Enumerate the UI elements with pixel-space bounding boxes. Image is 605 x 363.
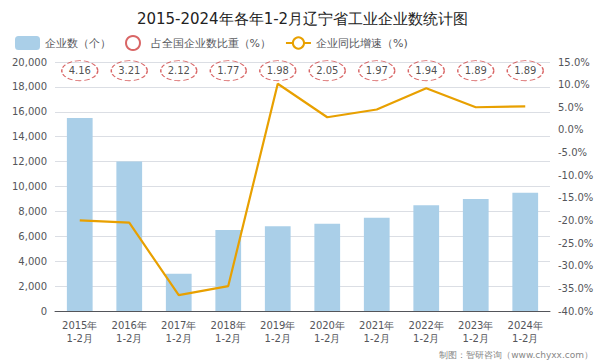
svg-text:1-2月: 1-2月 xyxy=(364,333,390,344)
svg-text:2.12: 2.12 xyxy=(168,65,190,76)
svg-text:0: 0 xyxy=(41,306,47,317)
svg-text:2023年: 2023年 xyxy=(458,320,493,331)
svg-text:18,000: 18,000 xyxy=(12,81,47,92)
svg-text:2022年: 2022年 xyxy=(409,320,444,331)
svg-text:0.0%: 0.0% xyxy=(558,124,583,135)
svg-text:4,000: 4,000 xyxy=(18,256,47,267)
svg-text:16,000: 16,000 xyxy=(12,106,47,117)
svg-text:5.0%: 5.0% xyxy=(558,102,583,113)
svg-text:2021年: 2021年 xyxy=(359,320,394,331)
svg-text:企业数（个）: 企业数（个） xyxy=(45,37,111,50)
svg-text:1-2月: 1-2月 xyxy=(413,333,439,344)
svg-text:1.94: 1.94 xyxy=(415,65,437,76)
svg-text:20,000: 20,000 xyxy=(12,57,47,68)
svg-text:1-2月: 1-2月 xyxy=(512,333,538,344)
svg-text:2015-2024年各年1-2月辽宁省工业企业数统计图: 2015-2024年各年1-2月辽宁省工业企业数统计图 xyxy=(137,10,468,28)
svg-text:-30.0%: -30.0% xyxy=(558,260,593,271)
svg-text:1.89: 1.89 xyxy=(465,65,487,76)
svg-text:2019年: 2019年 xyxy=(260,320,295,331)
svg-text:3.21: 3.21 xyxy=(118,65,140,76)
svg-text:2024年: 2024年 xyxy=(508,320,543,331)
svg-text:1-2月: 1-2月 xyxy=(265,333,291,344)
svg-text:1-2月: 1-2月 xyxy=(166,333,192,344)
svg-text:1-2月: 1-2月 xyxy=(116,333,142,344)
svg-text:-20.0%: -20.0% xyxy=(558,215,593,226)
svg-text:6,000: 6,000 xyxy=(18,231,47,242)
svg-text:2.05: 2.05 xyxy=(316,65,338,76)
svg-text:2020年: 2020年 xyxy=(310,320,345,331)
svg-text:1.77: 1.77 xyxy=(217,65,239,76)
svg-text:2015年: 2015年 xyxy=(62,320,97,331)
svg-text:1.89: 1.89 xyxy=(514,65,536,76)
svg-text:-25.0%: -25.0% xyxy=(558,238,593,249)
svg-text:1-2月: 1-2月 xyxy=(463,333,489,344)
svg-text:1.97: 1.97 xyxy=(366,65,388,76)
svg-text:-5.0%: -5.0% xyxy=(558,147,587,158)
svg-text:15.0%: 15.0% xyxy=(558,57,590,68)
svg-text:企业同比增速（%): 企业同比增速（%) xyxy=(316,37,408,50)
svg-text:12,000: 12,000 xyxy=(12,156,47,167)
svg-text:1.98: 1.98 xyxy=(267,65,289,76)
svg-text:8,000: 8,000 xyxy=(18,206,47,217)
svg-text:2017年: 2017年 xyxy=(161,320,196,331)
svg-text:10,000: 10,000 xyxy=(12,181,47,192)
svg-text:10.0%: 10.0% xyxy=(558,79,590,90)
svg-text:-35.0%: -35.0% xyxy=(558,283,593,294)
svg-text:1-2月: 1-2月 xyxy=(215,333,241,344)
svg-text:-10.0%: -10.0% xyxy=(558,170,593,181)
svg-text:2018年: 2018年 xyxy=(211,320,246,331)
svg-text:-15.0%: -15.0% xyxy=(558,192,593,203)
svg-text:制图：智研咨询（www.chyxx.com）: 制图：智研咨询（www.chyxx.com） xyxy=(439,350,593,360)
svg-text:1-2月: 1-2月 xyxy=(67,333,93,344)
svg-text:14,000: 14,000 xyxy=(12,131,47,142)
svg-text:2,000: 2,000 xyxy=(18,281,47,292)
svg-text:1-2月: 1-2月 xyxy=(314,333,340,344)
svg-text:2016年: 2016年 xyxy=(112,320,147,331)
svg-text:4.16: 4.16 xyxy=(69,65,91,76)
svg-text:占全国企业数比重（%）: 占全国企业数比重（%） xyxy=(151,37,271,50)
svg-text:-40.0%: -40.0% xyxy=(558,306,593,317)
